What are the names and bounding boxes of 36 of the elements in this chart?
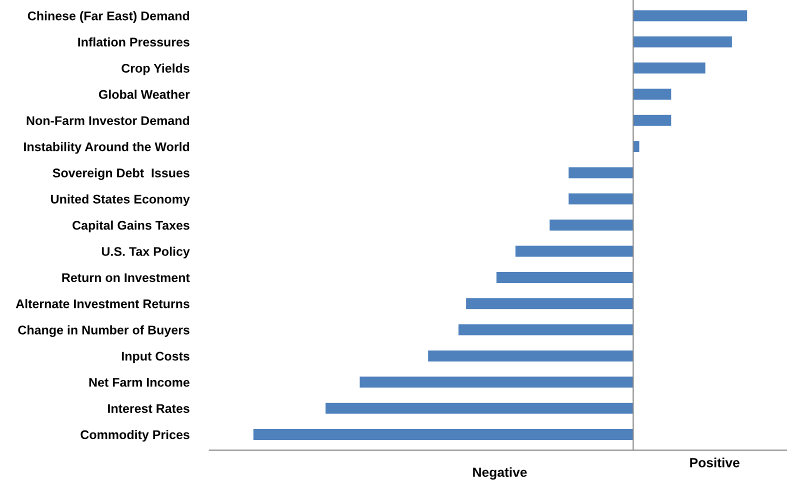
y-tick-label: Inflation Pressures xyxy=(78,37,190,47)
y-tick-label: Global Weather xyxy=(98,90,190,99)
y-tick-label: Interest Rates xyxy=(108,404,190,413)
y-tick-label: Crop Yields xyxy=(122,64,190,76)
text: Positive xyxy=(690,458,740,468)
bar xyxy=(568,193,634,204)
y-tick-label: Commodity Prices xyxy=(80,430,190,442)
bar xyxy=(458,324,634,336)
bar xyxy=(466,298,634,310)
y-tick-label: United States Economy xyxy=(51,194,190,206)
bar xyxy=(550,220,634,231)
bar xyxy=(633,10,748,22)
bar xyxy=(633,141,640,152)
y-tick-label: Change in Number of Buyers xyxy=(18,325,190,337)
y-tick-label: Non-Farm Investor Demand xyxy=(26,116,190,126)
bar xyxy=(633,36,732,48)
y-tick-label: Sovereign Debt Issues xyxy=(52,168,190,180)
y-tick-label: Capital Gains Taxes xyxy=(72,220,190,232)
bar xyxy=(326,402,634,414)
text: Negative xyxy=(473,467,527,480)
y-tick-label: Chinese (Far East) Demand xyxy=(28,11,190,23)
bar xyxy=(253,428,634,440)
bar xyxy=(515,246,634,257)
y-tick-label: Alternate Investment Returns xyxy=(16,299,190,308)
bar xyxy=(633,114,672,126)
y-tick-label: U.S. Tax Policy xyxy=(102,246,190,258)
bar xyxy=(496,272,634,283)
bar xyxy=(428,350,634,362)
bar xyxy=(568,167,634,178)
bar xyxy=(360,376,634,388)
bar xyxy=(633,62,706,74)
y-tick-label: Input Costs xyxy=(122,352,190,364)
y-tick-label: Return on Investment xyxy=(62,273,190,282)
y-tick-label: Net Farm Income xyxy=(89,378,190,387)
y-tick-label: Instability Around the World xyxy=(24,142,190,154)
bar xyxy=(633,88,672,100)
